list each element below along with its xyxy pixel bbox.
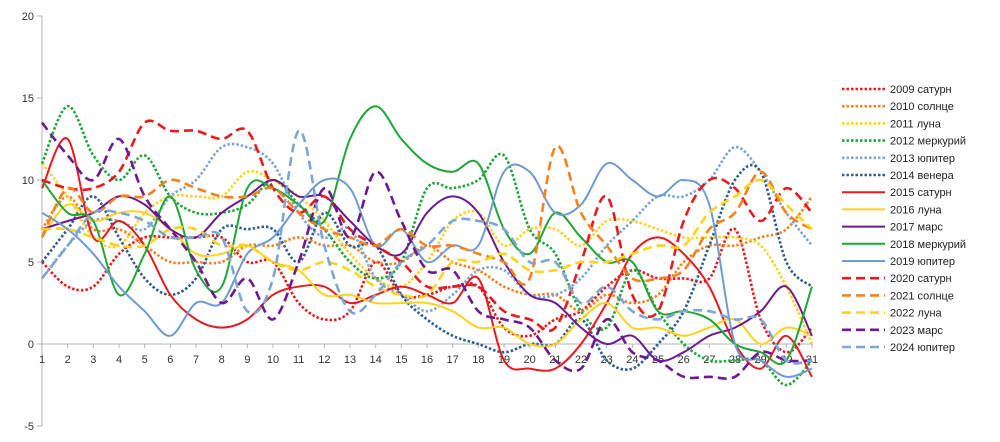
- series-line-11: [41, 119, 813, 333]
- x-tick-label: 8: [219, 354, 225, 366]
- series-line-15: [40, 129, 813, 365]
- x-tick-label: 5: [142, 354, 148, 366]
- legend-label-2: 2011 луна: [890, 118, 942, 130]
- y-tick-label: 20: [22, 11, 34, 23]
- legend-label-4: 2013 юпитер: [890, 153, 955, 165]
- y-tick-label: 5: [28, 257, 34, 269]
- x-tick-label: 18: [472, 354, 484, 366]
- legend-label-3: 2012 меркурий: [890, 136, 966, 148]
- legend-label-7: 2016 луна: [890, 204, 943, 216]
- x-tick-label: 10: [267, 354, 279, 366]
- legend-label-15: 2024 юпитер: [890, 342, 955, 354]
- series-line-12: [40, 144, 813, 286]
- series-line-14: [40, 121, 813, 380]
- x-tick-label: 20: [524, 354, 536, 366]
- series-layer: [40, 104, 814, 387]
- x-tick-label: 27: [703, 354, 715, 366]
- x-tick-label: 3: [90, 354, 96, 366]
- legend-label-8: 2017 марс: [890, 222, 943, 234]
- x-tick-label: 16: [421, 354, 433, 366]
- legend-label-12: 2021 солнце: [890, 290, 954, 302]
- x-tick-label: 11: [293, 354, 304, 366]
- legend-label-10: 2019 юпитер: [890, 256, 955, 268]
- x-tick-label: 13: [344, 354, 356, 366]
- series-line-2: [40, 162, 814, 345]
- series-line-7: [41, 203, 813, 348]
- series-line-8: [41, 179, 813, 362]
- x-tick-label: 24: [626, 354, 638, 366]
- series-line-13: [41, 178, 813, 299]
- x-tick-label: 22: [575, 354, 587, 366]
- x-tick-label: 26: [678, 354, 690, 366]
- legend: 2009 сатурн 2010 солнце 2011 луна 2012 мерк…: [842, 84, 966, 354]
- x-tick-label: 4: [116, 354, 122, 366]
- y-tick-label: 10: [22, 175, 34, 187]
- legend-label-13: 2022 луна: [890, 308, 943, 320]
- legend-label-14: 2023 марс: [890, 325, 943, 337]
- y-tick-label: 15: [22, 93, 34, 105]
- legend-label-9: 2018 меркурий: [890, 239, 966, 251]
- series-line-3: [40, 104, 813, 387]
- x-tick-label: 7: [193, 354, 199, 366]
- x-tick-label: 17: [447, 354, 459, 366]
- x-tick-label: 2: [65, 354, 71, 366]
- y-tick-label: -5: [24, 421, 34, 433]
- x-tick-label: 12: [318, 354, 330, 366]
- legend-label-6: 2015 сатурн: [890, 187, 952, 199]
- legend-label-5: 2014 венера: [890, 170, 955, 182]
- x-tick-label: 15: [395, 354, 407, 366]
- y-tick-label: 0: [28, 339, 34, 351]
- series-line-10: [41, 161, 813, 378]
- x-tick-label: 9: [244, 354, 250, 366]
- legend-label-0: 2009 сатурн: [890, 84, 952, 96]
- series-line-9: [41, 105, 813, 366]
- x-tick-label: 6: [167, 354, 173, 366]
- x-tick-label: 1: [39, 354, 45, 366]
- legend-label-11: 2020 сатурн: [890, 273, 952, 285]
- legend-label-1: 2010 солнце: [890, 101, 954, 113]
- x-tick-label: 14: [370, 354, 382, 366]
